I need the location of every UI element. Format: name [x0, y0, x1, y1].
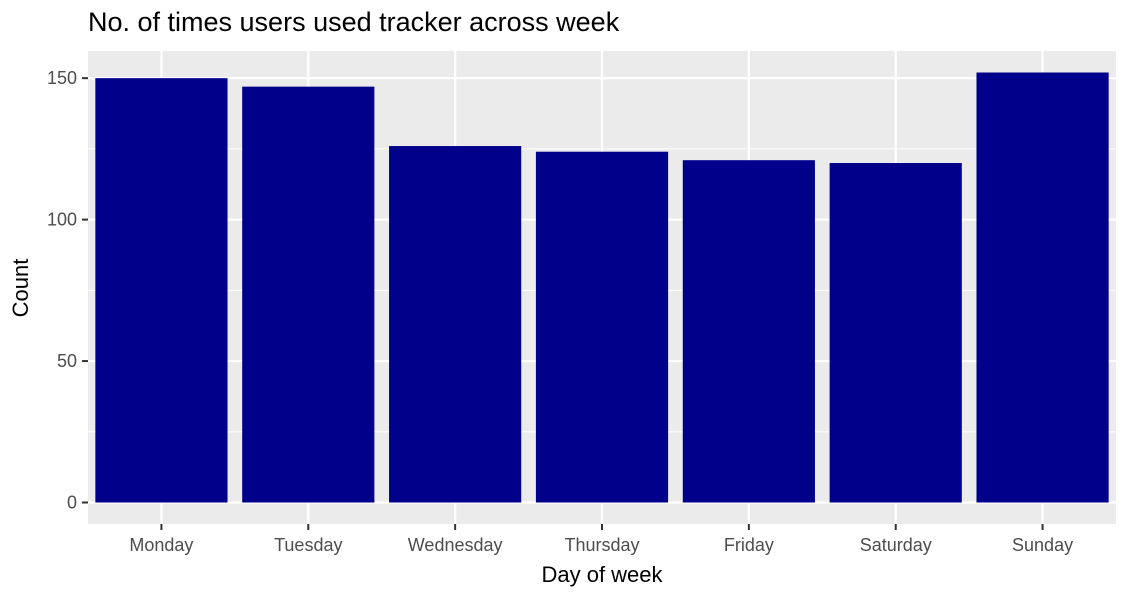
x-tick-label: Friday: [724, 535, 774, 555]
x-axis-title: Day of week: [541, 562, 663, 587]
bar-sunday: [976, 72, 1109, 503]
x-tick-label: Tuesday: [274, 535, 342, 555]
x-tick-label: Thursday: [564, 535, 639, 555]
y-tick-label: 150: [47, 68, 77, 88]
chart-title: No. of times users used tracker across w…: [88, 7, 620, 37]
x-tick-label: Saturday: [860, 535, 932, 555]
bar-saturday: [829, 163, 962, 503]
bar-monday: [95, 78, 228, 503]
bar-thursday: [535, 151, 669, 503]
y-axis: 0 50 100 150: [47, 68, 88, 513]
x-tick-label: Monday: [129, 535, 193, 555]
bar-friday: [682, 160, 815, 503]
y-tick-label: 0: [67, 493, 77, 513]
y-axis-title: Count: [8, 259, 33, 318]
y-tick-label: 50: [57, 351, 77, 371]
bar-tuesday: [242, 86, 375, 503]
x-tick-label: Sunday: [1012, 535, 1073, 555]
y-tick-label: 100: [47, 210, 77, 230]
bar-wednesday: [389, 146, 522, 503]
bars: [95, 72, 1109, 503]
x-axis: Monday Tuesday Wednesday Thursday Friday Satu…: [129, 524, 1073, 555]
x-tick-label: Wednesday: [408, 535, 503, 555]
